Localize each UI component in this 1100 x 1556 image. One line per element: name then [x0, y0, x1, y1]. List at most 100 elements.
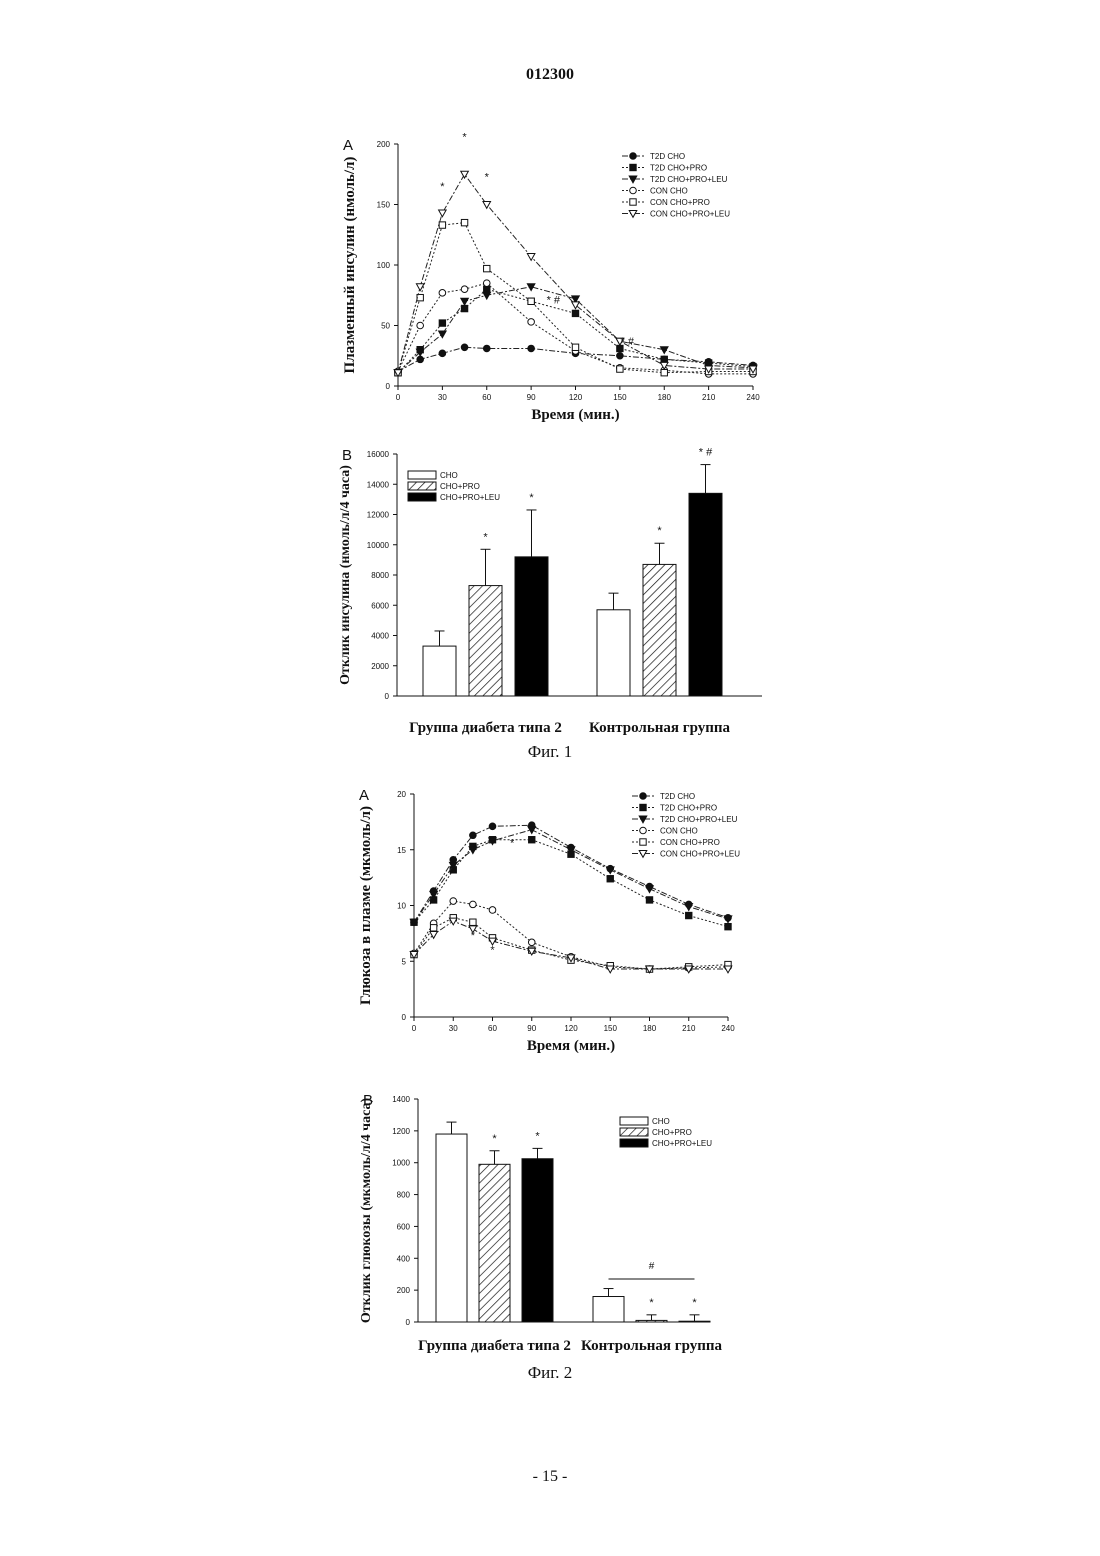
y-tick-label: 400 — [397, 1254, 411, 1263]
data-point — [470, 832, 477, 839]
legend-label: CON CHO — [660, 827, 698, 836]
legend-label: CON CHO+PRO+LEU — [660, 850, 740, 859]
legend-label: T2D CHO+PRO — [650, 164, 707, 173]
y-tick-label: 14000 — [367, 480, 390, 489]
category-label: Группа диабета типа 2 — [409, 720, 562, 736]
bar — [689, 493, 722, 696]
legend-marker — [640, 793, 647, 800]
category-label: Группа диабета типа 2 — [418, 1338, 571, 1354]
x-tick-label: 0 — [396, 393, 401, 402]
data-point — [660, 347, 668, 354]
legend-label: T2D CHO — [660, 792, 695, 801]
annotation-mark: * — [510, 837, 515, 849]
bar — [515, 557, 548, 696]
y-tick-label: 1000 — [392, 1159, 410, 1168]
data-point — [439, 320, 445, 326]
data-point — [661, 356, 667, 362]
y-tick-label: 200 — [377, 140, 391, 149]
data-point — [439, 331, 447, 338]
data-point — [529, 837, 535, 843]
data-point — [439, 350, 446, 357]
x-tick-label: 60 — [482, 393, 491, 402]
data-point — [461, 305, 467, 311]
annotation-mark: * — [490, 944, 495, 956]
x-tick-label: 120 — [569, 393, 583, 402]
legend-swatch — [408, 482, 436, 490]
data-point — [528, 939, 535, 946]
legend-marker — [640, 804, 646, 810]
y-tick-label: 6000 — [371, 601, 389, 610]
legend-label: CHO+PRO — [440, 482, 480, 491]
y-tick-label: 100 — [377, 261, 391, 270]
significance-mark: * — [492, 1133, 497, 1145]
x-tick-label: 120 — [564, 1024, 578, 1033]
annotation-mark: * — [485, 171, 490, 183]
legend-label: CON CHO+PRO+LEU — [650, 210, 730, 219]
x-tick-label: 210 — [682, 1024, 696, 1033]
legend-swatch — [620, 1139, 648, 1147]
category-label: Контрольная группа — [589, 720, 731, 736]
data-point — [416, 284, 424, 291]
data-point — [461, 286, 468, 293]
legend-label: T2D CHO+PRO — [660, 804, 717, 813]
data-point — [439, 210, 447, 217]
legend-label: CON CHO — [650, 187, 688, 196]
data-point — [417, 322, 424, 329]
legend-swatch — [408, 471, 436, 479]
y-tick-label: 1400 — [392, 1095, 410, 1104]
y-tick-label: 600 — [397, 1222, 411, 1231]
legend-marker — [640, 839, 646, 845]
x-tick-label: 240 — [746, 393, 760, 402]
legend-label: CHO+PRO — [652, 1128, 692, 1137]
x-tick-label: 30 — [438, 393, 447, 402]
page-number: 012300 — [0, 66, 1100, 84]
bar — [679, 1321, 710, 1322]
y-tick-label: 200 — [397, 1286, 411, 1295]
category-label: Контрольная группа — [581, 1338, 723, 1354]
significance-mark: * — [529, 492, 534, 504]
panel-label: A — [359, 787, 369, 804]
data-point — [484, 265, 490, 271]
legend-label: CHO — [652, 1117, 670, 1126]
y-tick-label: 800 — [397, 1191, 411, 1200]
data-point — [450, 898, 457, 905]
data-point — [461, 344, 468, 351]
x-axis-title: Время (мин.) — [531, 407, 619, 423]
x-tick-label: 150 — [613, 393, 627, 402]
annotation-mark: * # — [621, 336, 635, 348]
bar — [436, 1134, 467, 1322]
chart-insulin-response: B0200040006000800010000120001400016000От… — [0, 440, 1100, 740]
chart-glucose-response: B0200400600800100012001400Отклик глюкозы… — [0, 1085, 1100, 1375]
legend-swatch — [620, 1117, 648, 1125]
legend-marker — [630, 187, 637, 194]
data-point — [686, 912, 692, 918]
y-tick-label: 5 — [402, 957, 407, 966]
data-point — [489, 907, 496, 914]
y-tick-label: 10 — [397, 902, 406, 911]
y-tick-label: 10000 — [367, 541, 390, 550]
x-tick-label: 180 — [658, 393, 672, 402]
annotation-mark: * — [462, 131, 467, 143]
significance-mark: * — [483, 531, 488, 543]
data-point — [572, 344, 578, 350]
y-tick-label: 2000 — [371, 662, 389, 671]
y-tick-label: 15 — [397, 846, 406, 855]
data-point — [483, 292, 491, 299]
y-tick-label: 16000 — [367, 450, 390, 459]
x-tick-label: 150 — [604, 1024, 618, 1033]
data-point — [449, 918, 457, 925]
bar — [593, 1297, 624, 1322]
bar — [597, 610, 630, 696]
legend-swatch — [408, 493, 436, 501]
data-point — [528, 345, 535, 352]
legend-label: T2D CHO — [650, 152, 685, 161]
significance-mark: * — [535, 1130, 540, 1142]
annotation-mark: * — [440, 181, 445, 193]
data-point — [528, 319, 535, 326]
legend-label: T2D CHO+PRO+LEU — [650, 175, 728, 184]
y-tick-label: 0 — [386, 382, 391, 391]
bar — [636, 1320, 667, 1322]
bar — [479, 1164, 510, 1322]
x-tick-label: 240 — [721, 1024, 735, 1033]
series-6 — [410, 918, 732, 973]
